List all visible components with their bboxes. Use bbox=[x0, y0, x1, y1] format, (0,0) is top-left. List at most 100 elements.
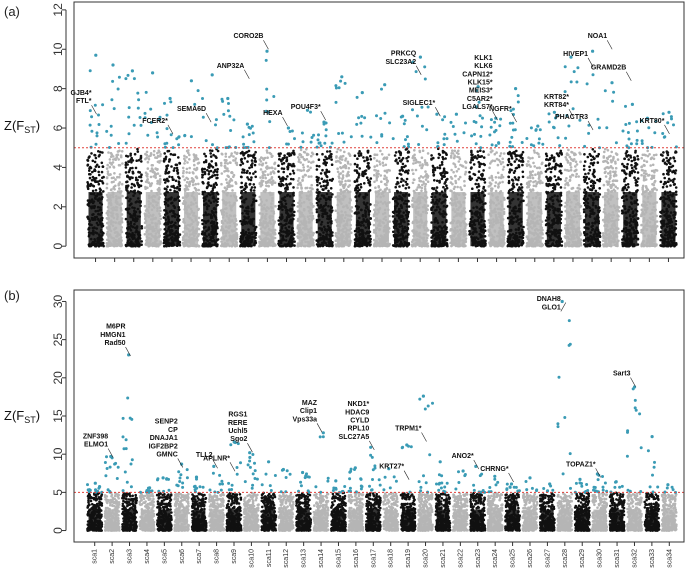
snp-point bbox=[437, 156, 440, 160]
snp-point bbox=[253, 159, 257, 162]
snp-point bbox=[423, 159, 427, 162]
snp-point bbox=[305, 158, 309, 161]
snp-point bbox=[477, 170, 481, 173]
outlier-point bbox=[455, 139, 459, 143]
snp-point bbox=[188, 166, 191, 170]
snp-point bbox=[297, 160, 301, 163]
snp-point bbox=[93, 160, 97, 164]
snp-point bbox=[325, 179, 329, 182]
snp-point bbox=[206, 168, 209, 172]
snp-point bbox=[420, 186, 424, 190]
snp-point bbox=[249, 178, 253, 182]
snp-point bbox=[134, 176, 138, 180]
snp-point bbox=[144, 187, 147, 190]
snp-point bbox=[159, 217, 163, 221]
snp-point bbox=[265, 181, 268, 185]
snp-point bbox=[300, 155, 303, 159]
snp-point bbox=[181, 166, 185, 170]
outlier-point bbox=[97, 123, 101, 126]
snp-point bbox=[341, 170, 345, 173]
snp-point bbox=[144, 152, 147, 156]
outlier-point bbox=[138, 116, 142, 119]
snp-point bbox=[397, 150, 401, 153]
outlier-point bbox=[442, 143, 446, 147]
snp-point bbox=[90, 152, 93, 155]
panel-a-label: (a) bbox=[4, 4, 20, 19]
snp-point bbox=[430, 157, 433, 161]
snp-point bbox=[446, 244, 449, 248]
snp-point bbox=[414, 168, 418, 172]
snp-point bbox=[240, 157, 243, 161]
snp-point bbox=[405, 177, 409, 181]
snp-point bbox=[357, 174, 361, 177]
snp-point bbox=[396, 180, 399, 184]
outlier-point bbox=[247, 133, 251, 137]
snp-point bbox=[86, 184, 89, 188]
snp-point bbox=[97, 165, 101, 169]
chromosome-1-points bbox=[86, 53, 105, 248]
outlier-point bbox=[95, 131, 99, 135]
snp-point bbox=[202, 160, 206, 164]
outlier-point bbox=[441, 118, 445, 122]
snp-point bbox=[453, 163, 457, 166]
snp-point bbox=[282, 161, 286, 165]
snp-point bbox=[444, 157, 447, 160]
outlier-point bbox=[406, 142, 410, 146]
snp-point bbox=[421, 164, 425, 167]
snp-point bbox=[153, 172, 157, 176]
snp-density bbox=[222, 192, 237, 247]
snp-point bbox=[120, 150, 124, 153]
snp-point bbox=[357, 154, 361, 158]
snp-point bbox=[211, 187, 215, 190]
chromosome-19-points bbox=[430, 112, 449, 248]
snp-density bbox=[355, 192, 370, 247]
snp-point bbox=[106, 172, 110, 175]
snp-point bbox=[342, 185, 346, 189]
outlier-peak-point bbox=[265, 49, 269, 53]
snp-point bbox=[407, 169, 410, 172]
snp-point bbox=[348, 153, 352, 156]
snp-point bbox=[195, 176, 199, 180]
snp-point bbox=[88, 169, 91, 172]
snp-point bbox=[344, 166, 348, 170]
snp-point bbox=[239, 152, 243, 155]
snp-point bbox=[292, 171, 296, 175]
snp-point bbox=[246, 160, 249, 163]
snp-point bbox=[175, 187, 179, 190]
snp-point bbox=[302, 150, 306, 154]
snp-point bbox=[305, 148, 308, 151]
outlier-point bbox=[340, 131, 344, 135]
snp-point bbox=[374, 186, 377, 189]
snp-point bbox=[464, 160, 467, 163]
outlier-point bbox=[136, 106, 140, 110]
snp-point bbox=[196, 162, 200, 165]
snp-point bbox=[164, 181, 167, 184]
snp-point bbox=[177, 156, 180, 159]
snp-point bbox=[301, 163, 305, 167]
snp-point bbox=[358, 167, 362, 170]
snp-point bbox=[334, 195, 338, 199]
snp-point bbox=[326, 150, 329, 153]
snp-point bbox=[203, 170, 207, 174]
snp-point bbox=[152, 149, 156, 153]
snp-point bbox=[106, 163, 109, 167]
y-tick-label: 6 bbox=[51, 124, 65, 131]
snp-point bbox=[301, 178, 304, 182]
snp-density bbox=[374, 192, 390, 247]
snp-point bbox=[375, 172, 379, 176]
outlier-point bbox=[109, 133, 113, 137]
snp-point bbox=[296, 179, 300, 183]
snp-point bbox=[317, 158, 321, 161]
snp-density bbox=[126, 192, 141, 247]
snp-point bbox=[183, 162, 186, 165]
outlier-point bbox=[132, 77, 136, 81]
snp-point bbox=[194, 182, 197, 186]
snp-density bbox=[317, 192, 332, 247]
snp-point bbox=[140, 243, 143, 246]
snp-point bbox=[168, 158, 171, 161]
snp-point bbox=[193, 155, 197, 159]
chromosome-2-points bbox=[105, 63, 124, 248]
snp-point bbox=[219, 161, 223, 165]
outlier-point bbox=[355, 95, 359, 99]
snp-point bbox=[301, 175, 305, 178]
